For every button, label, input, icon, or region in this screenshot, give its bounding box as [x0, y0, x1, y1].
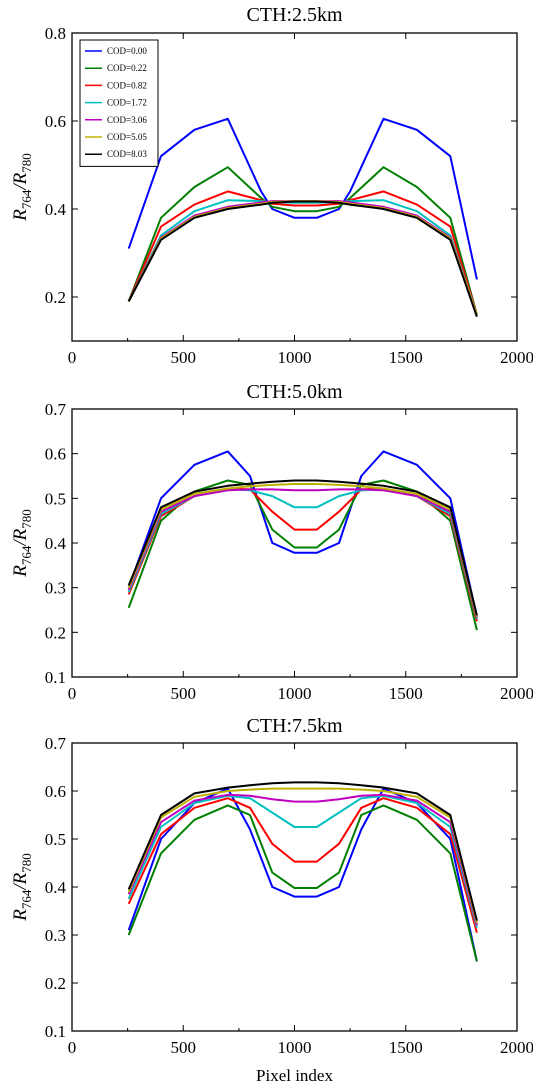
chart-title: CTH:2.5km: [246, 4, 343, 26]
y-tick-label: 0.1: [45, 1022, 66, 1041]
series-line-cod-0-00: [127, 117, 478, 280]
x-tick-label: 500: [171, 684, 197, 703]
plot-frame: [71, 408, 518, 678]
series-line-cod-3-06: [127, 488, 478, 618]
y-tick-label: 0.3: [45, 579, 66, 598]
y-tick-label: 0.6: [45, 445, 66, 464]
x-axis-label: Pixel index: [256, 1066, 333, 1085]
y-axis-label-part: 780: [19, 509, 34, 529]
y-axis-label: R764/R780: [10, 853, 34, 922]
x-tick-label: 500: [171, 1038, 197, 1057]
x-tick-label: 1500: [389, 348, 423, 367]
y-tick-label: 0.6: [45, 112, 66, 131]
chart-panel-2: CTH:5.0km 0 500 1000 1500 2000 0.1 0.2 0.3 0.4 0.5…: [10, 381, 533, 703]
y-tick-label: 0.2: [45, 288, 66, 307]
y-tick-label: 0.8: [45, 24, 66, 43]
y-tick-label: 0.7: [45, 400, 67, 419]
series-line-cod-0-82: [127, 487, 478, 622]
x-tick-label: 500: [171, 348, 197, 367]
chart-title: CTH:5.0km: [246, 381, 343, 403]
legend: COD=0.00 COD=0.22 COD=0.82 COD=1.72 COD=3.06…: [79, 39, 159, 167]
x-tick-label: 2000: [500, 348, 533, 367]
legend-entry: COD=8.03: [107, 149, 147, 159]
y-axis-label-part: /R: [10, 872, 31, 890]
x-tick-label: 1000: [278, 684, 312, 703]
y-axis-label-part: 764: [19, 889, 34, 909]
y-tick-label: 0.2: [45, 623, 66, 642]
y-tick-label: 0.5: [45, 830, 66, 849]
y-axis-label-part: 780: [19, 153, 34, 173]
series-line-cod-0-82: [127, 797, 478, 933]
x-tick-label: 1000: [278, 1038, 312, 1057]
series-line-cod-5-05: [127, 483, 478, 617]
y-tick-label: 0.2: [45, 974, 66, 993]
y-axis-label-part: 780: [19, 853, 34, 873]
x-tick-label: 0: [68, 348, 77, 367]
y-axis-label-part: 764: [19, 189, 34, 209]
x-tick-label: 1000: [278, 348, 312, 367]
chart-panel-3: CTH:7.5km 0 500 1000 1500 2000 0.1 0.2 0.3 0.4 0.5…: [10, 715, 533, 1085]
series-line-cod-8-03: [127, 479, 478, 616]
series-line-cod-0-00: [127, 450, 478, 617]
series-line-cod-0-82: [127, 190, 478, 315]
series-line-cod-5-05: [127, 787, 478, 924]
y-tick-label: 0.6: [45, 782, 66, 801]
y-tick-label: 0.7: [45, 734, 67, 753]
y-tick-label: 0.4: [45, 878, 67, 897]
x-tick-label: 0: [68, 1038, 77, 1057]
legend-entry: COD=0.22: [107, 63, 147, 73]
x-tick-label: 2000: [500, 684, 533, 703]
legend-entry: COD=3.06: [107, 115, 147, 125]
series-line-cod-3-06: [127, 793, 478, 926]
y-axis-label: R764/R780: [10, 509, 34, 578]
y-axis-label-part: /R: [10, 172, 31, 190]
chart-title: CTH:7.5km: [246, 715, 343, 737]
legend-entry: COD=5.05: [107, 132, 147, 142]
y-axis-label-part: R: [10, 209, 31, 222]
series-line-cod-0-22: [127, 804, 478, 962]
y-tick-label: 0.1: [45, 668, 66, 687]
series-line-cod-1-72: [127, 488, 478, 620]
y-tick-label: 0.5: [45, 489, 66, 508]
legend-entry: COD=0.82: [107, 80, 147, 90]
y-axis-label: R764/R780: [10, 153, 34, 222]
y-tick-label: 0.4: [45, 200, 67, 219]
x-tick-label: 1500: [389, 684, 423, 703]
series-line-cod-8-03: [127, 200, 478, 318]
y-axis-label-part: /R: [10, 528, 31, 546]
chart-panel-1: CTH:2.5km 0 500 1000 1500 2000 0.2 0.4 0.6 0.8 R76…: [10, 4, 533, 367]
x-tick-label: 0: [68, 684, 77, 703]
y-axis-label-part: R: [10, 565, 31, 578]
series-line-cod-8-03: [127, 781, 478, 921]
y-tick-label: 0.4: [45, 534, 67, 553]
x-tick-label: 1500: [389, 1038, 423, 1057]
y-tick-label: 0.3: [45, 926, 66, 945]
legend-entry: COD=1.72: [107, 98, 147, 108]
y-axis-label-part: 764: [19, 545, 34, 565]
series-line-cod-1-72: [127, 794, 478, 929]
series-line-cod-1-72: [127, 199, 478, 315]
y-axis-label-part: R: [10, 909, 31, 922]
x-tick-label: 2000: [500, 1038, 533, 1057]
series-line-cod-0-22: [127, 166, 478, 315]
legend-entry: COD=0.00: [107, 46, 147, 56]
